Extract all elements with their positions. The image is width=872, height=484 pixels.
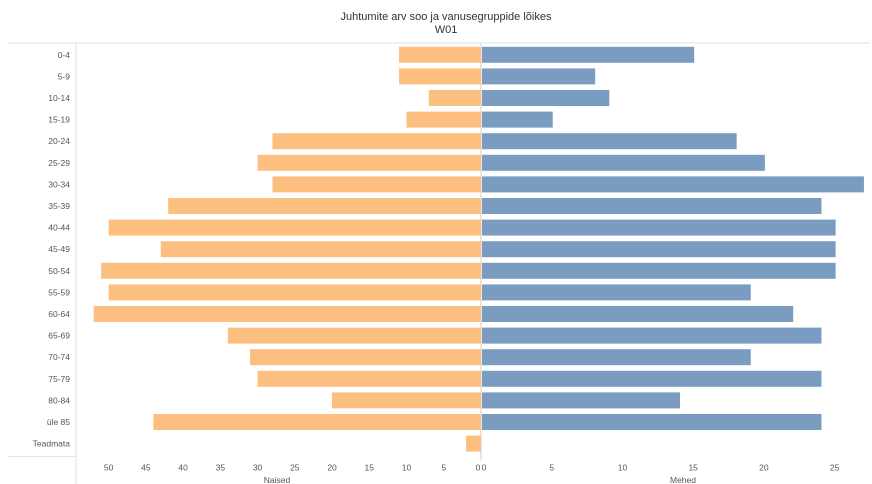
x-tick-left: 45 (141, 462, 151, 472)
category-label: 10-14 (48, 93, 70, 103)
bar-mehed-80-84 (482, 392, 681, 409)
bar-naised-40-44 (108, 219, 481, 236)
x-tick-left: 30 (253, 462, 263, 472)
chart-title: Juhtumite arv soo ja vanusegruppide lõik… (341, 11, 552, 23)
bar-naised-65-69 (227, 327, 481, 344)
bar-mehed-50-54 (482, 262, 836, 279)
bar-naised-35-39 (168, 198, 481, 214)
x-tick-right: 0 (482, 462, 487, 472)
bar-naised-60-64 (93, 306, 481, 322)
x-tick-left: 15 (365, 462, 375, 472)
bar-naised-5-9 (399, 68, 481, 85)
bars-group (93, 46, 864, 452)
category-label: 75-79 (48, 374, 70, 384)
x-tick-right: 15 (688, 462, 698, 472)
bar-naised-10-14 (428, 90, 481, 106)
bar-naised-55-59 (108, 284, 481, 301)
category-label: Teadmata (33, 439, 71, 449)
bar-mehed-10-14 (482, 90, 610, 106)
bar-naised-0-4 (399, 46, 481, 63)
bar-mehed-45-49 (482, 241, 836, 258)
left-axis-label: Naised (264, 475, 291, 484)
category-label: 70-74 (48, 352, 70, 362)
x-tick-left: 20 (327, 462, 337, 472)
bar-mehed-55-59 (482, 284, 751, 301)
bar-naised-80-84 (332, 392, 481, 409)
x-axis-ticks: 50 45 40 35 30 25 20 15 10 5 0 0 5 10 15 20 25 (104, 462, 840, 472)
bar-naised-20-24 (272, 133, 481, 150)
bar-naised-15-19 (406, 111, 481, 128)
category-label: üle 85 (47, 417, 70, 427)
bar-naised-45-49 (160, 241, 481, 258)
chart-subtitle: W01 (435, 24, 458, 36)
category-label: 50-54 (48, 266, 70, 276)
bar-mehed-30-34 (482, 176, 864, 193)
bar-mehed-35-39 (482, 198, 822, 214)
bar-naised-üle 85 (153, 414, 482, 430)
bar-mehed-üle 85 (482, 414, 822, 430)
bar-mehed-40-44 (482, 219, 836, 236)
x-tick-left: 35 (216, 462, 226, 472)
bar-mehed-15-19 (482, 111, 553, 128)
category-label: 55-59 (48, 287, 70, 297)
bar-mehed-65-69 (482, 327, 822, 344)
bar-mehed-5-9 (482, 68, 596, 85)
category-label: 65-69 (48, 331, 70, 341)
x-tick-left: 0 (476, 462, 481, 472)
category-label: 5-9 (58, 71, 71, 81)
category-labels: 0-4 5-9 10-14 15-19 20-24 25-29 30-34 35-39 40-4… (33, 50, 71, 449)
bar-naised-50-54 (101, 262, 482, 279)
bar-naised-25-29 (257, 154, 481, 171)
bar-mehed-70-74 (482, 349, 751, 366)
category-label: 30-34 (48, 179, 70, 189)
bar-mehed-0-4 (482, 46, 695, 63)
category-label: 60-64 (48, 309, 70, 319)
bar-naised-70-74 (250, 349, 481, 366)
x-tick-left: 5 (441, 462, 446, 472)
bar-naised-75-79 (257, 370, 481, 387)
category-label: 35-39 (48, 201, 70, 211)
category-label: 0-4 (58, 50, 71, 60)
right-axis-label: Mehed (670, 475, 696, 484)
x-tick-right: 20 (759, 462, 769, 472)
x-tick-left: 50 (104, 462, 114, 472)
bar-mehed-60-64 (482, 306, 794, 322)
x-tick-left: 40 (178, 462, 188, 472)
category-label: 15-19 (48, 115, 70, 125)
x-tick-right: 5 (549, 462, 554, 472)
category-label: 80-84 (48, 395, 70, 405)
category-label: 25-29 (48, 158, 70, 168)
x-tick-left: 10 (402, 462, 412, 472)
x-tick-right: 10 (618, 462, 628, 472)
bar-naised-30-34 (272, 176, 481, 193)
bar-naised-Teadmata (466, 435, 481, 452)
bar-mehed-25-29 (482, 154, 765, 171)
category-label: 20-24 (48, 136, 70, 146)
category-label: 45-49 (48, 244, 70, 254)
x-tick-left: 25 (290, 462, 300, 472)
bar-mehed-20-24 (482, 133, 737, 150)
bar-mehed-75-79 (482, 370, 822, 387)
x-tick-right: 25 (830, 462, 840, 472)
category-label: 40-44 (48, 223, 70, 233)
